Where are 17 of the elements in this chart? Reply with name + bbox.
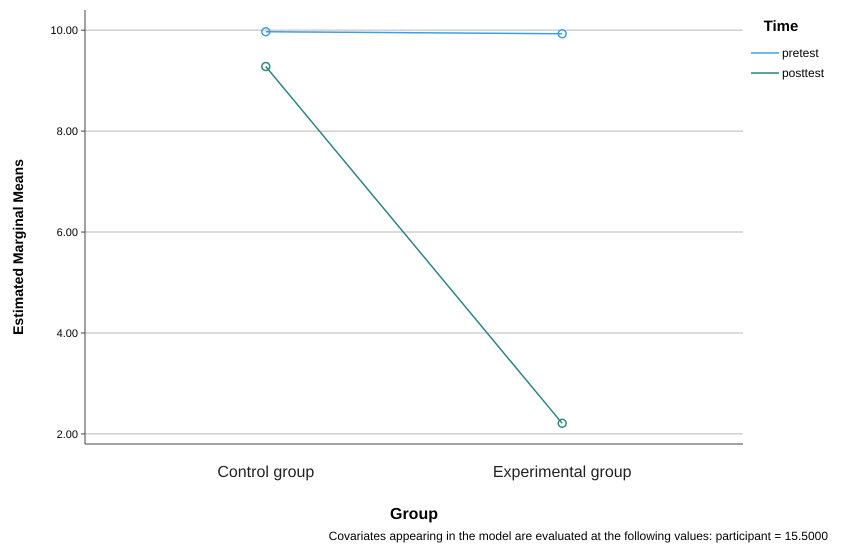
legend-title: Time	[764, 18, 798, 35]
y-tick-label: 4.00	[56, 328, 78, 340]
x-axis-title: Group	[390, 506, 438, 523]
x-tick-label: Control group	[217, 464, 314, 481]
legend-label: posttest	[782, 66, 825, 80]
point	[557, 28, 567, 38]
legend-label: pretest	[782, 46, 820, 60]
point	[261, 26, 271, 36]
point	[557, 418, 567, 428]
y-tick-label: 10.00	[50, 25, 78, 38]
y-tick-label: 6.00	[56, 226, 78, 239]
x-tick-label: Experimental group	[492, 464, 632, 481]
y-tick-label: 8.00	[56, 126, 78, 138]
point	[261, 62, 271, 72]
text: Covariates appearing in the model are evaluated at the following values: participant = 15.5000	[328, 529, 828, 543]
y-axis-title: Estimated Marginal Means	[10, 158, 26, 335]
y-tick-label: 2.00	[56, 428, 78, 441]
